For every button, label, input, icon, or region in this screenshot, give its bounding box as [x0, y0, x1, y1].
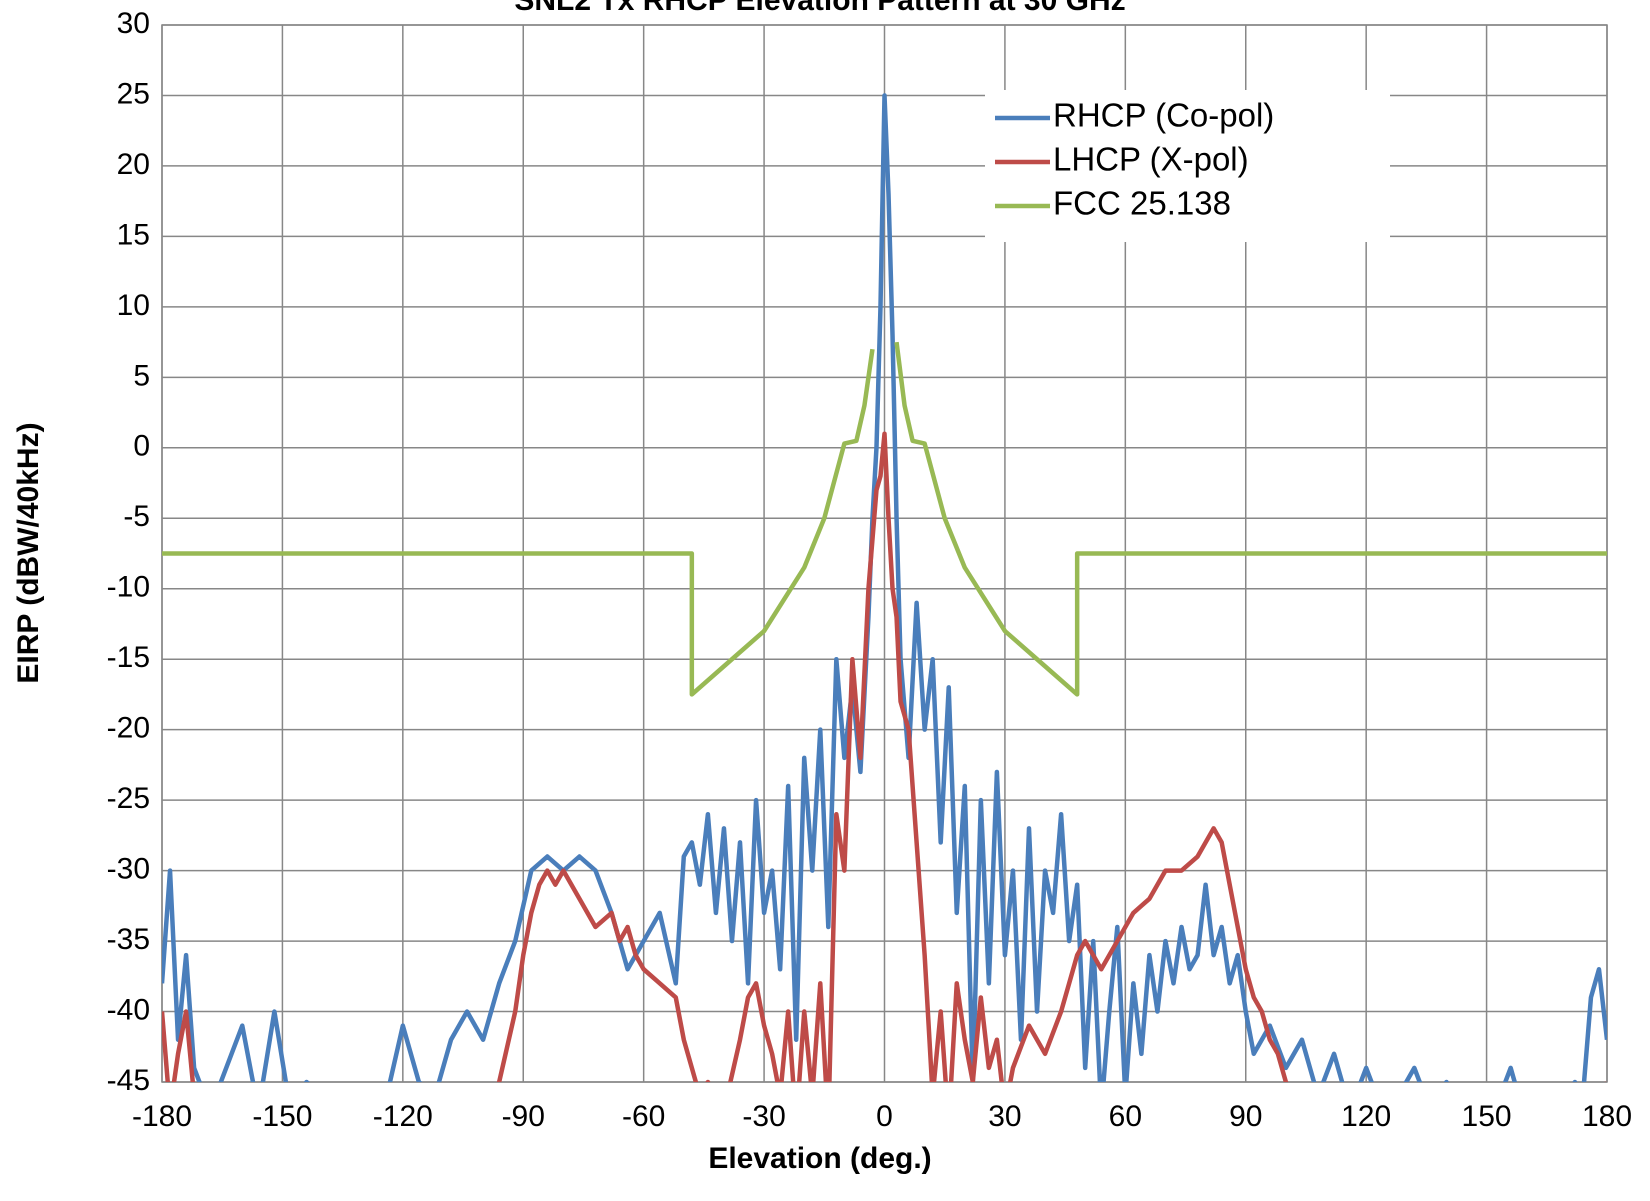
- legend-label: FCC 25.138: [1053, 185, 1231, 222]
- legend-label: RHCP (Co-pol): [1053, 97, 1274, 134]
- x-tick-label: -30: [742, 1100, 785, 1133]
- x-tick-label: 150: [1462, 1100, 1512, 1133]
- x-tick-label: 180: [1582, 1100, 1632, 1133]
- y-tick-label: 15: [117, 218, 150, 251]
- x-tick-label: -180: [132, 1100, 192, 1133]
- series-line: [894, 341, 1607, 697]
- y-tick-label: -40: [107, 993, 150, 1026]
- y-tick-label: -30: [107, 853, 150, 886]
- x-tick-label: 60: [1109, 1100, 1142, 1133]
- plot-area: [162, 93, 1607, 1082]
- x-tick-label: -60: [622, 1100, 665, 1133]
- y-tick-label: 20: [117, 148, 150, 181]
- y-tick-label: -15: [107, 641, 150, 674]
- x-tick-label: 0: [876, 1100, 893, 1133]
- x-tick-label: -90: [502, 1100, 545, 1133]
- x-tick-label: 90: [1229, 1100, 1262, 1133]
- series-line: [162, 348, 875, 697]
- legend-label: LHCP (X-pol): [1053, 141, 1249, 178]
- y-tick-label: -5: [123, 500, 150, 533]
- y-tick-label: 10: [117, 289, 150, 322]
- y-tick-label: -20: [107, 712, 150, 745]
- y-tick-label: 0: [133, 430, 150, 463]
- x-tick-label: 30: [988, 1100, 1021, 1133]
- y-tick-label: 25: [117, 77, 150, 110]
- y-tick-label: -45: [107, 1064, 150, 1097]
- y-tick-label: -25: [107, 782, 150, 815]
- y-tick-label: 30: [117, 7, 150, 40]
- x-tick-label: 120: [1341, 1100, 1391, 1133]
- x-tick-label: -150: [252, 1100, 312, 1133]
- x-axis-label: Elevation (deg.): [708, 1142, 931, 1175]
- y-axis-label: EIRP (dBW/40kHz): [12, 422, 45, 683]
- y-tick-label: -10: [107, 571, 150, 604]
- legend-box: [985, 90, 1390, 242]
- y-tick-label: -35: [107, 923, 150, 956]
- x-tick-label: -120: [373, 1100, 433, 1133]
- series-line: [162, 431, 1607, 1082]
- chart-title: SNL2 Tx RHCP Elevation Pattern at 30 GHz: [514, 0, 1125, 17]
- y-tick-label: 5: [133, 359, 150, 392]
